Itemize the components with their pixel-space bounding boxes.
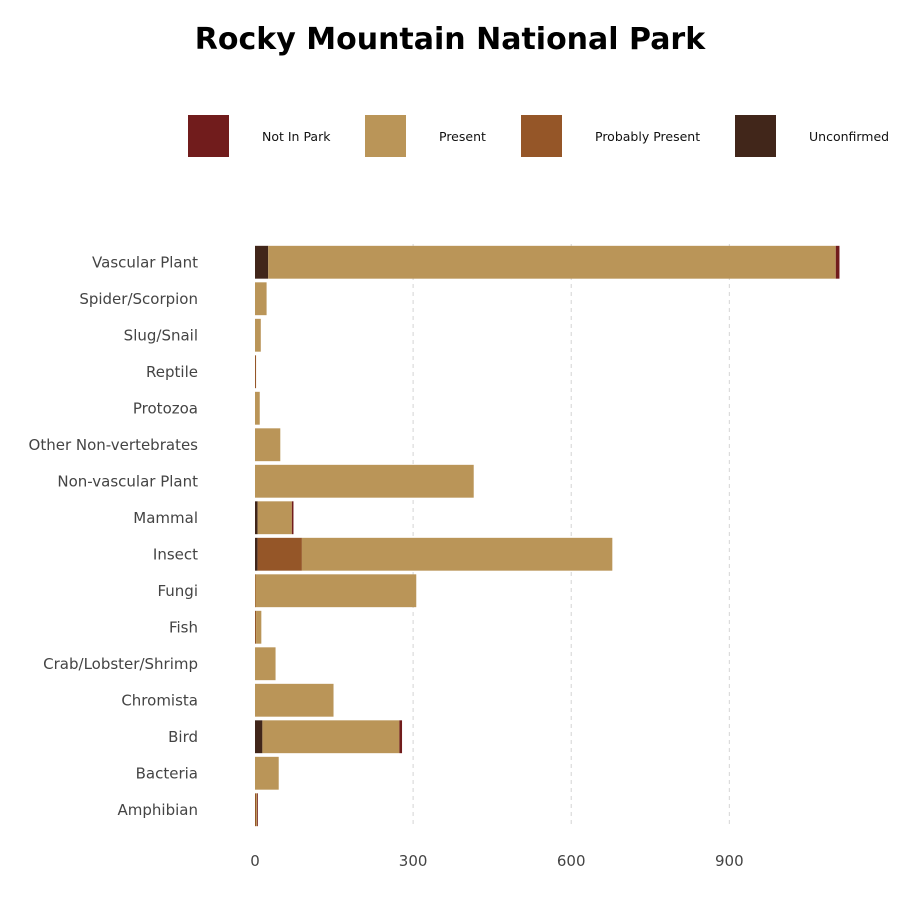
bar-bird-present [262, 720, 400, 754]
bar-bacteria-present [255, 756, 279, 790]
legend-label-unconfirmed: Unconfirmed [809, 129, 889, 144]
bar-insect-probably-present [257, 537, 302, 571]
category-label-protozoa: Protozoa [133, 399, 198, 417]
bar-insect-present [301, 537, 613, 571]
category-label-non-vascular-plant: Non-vascular Plant [57, 472, 198, 490]
legend-swatch-unconfirmed [735, 115, 776, 157]
category-label-fungi: Fungi [157, 582, 198, 600]
bar-spider-scorpion-present [255, 282, 267, 316]
x-tick-label-900: 900 [715, 852, 744, 870]
category-label-reptile: Reptile [146, 363, 198, 381]
bar-bird-not-in-park [399, 720, 403, 754]
category-label-chromista: Chromista [121, 691, 198, 709]
legend-label-not-in-park: Not In Park [262, 129, 331, 144]
bar-crab-lobster-shrimp-present [255, 647, 276, 681]
category-label-other-non-vertebrates: Other Non-vertebrates [29, 436, 199, 454]
bar-amphibian-present [256, 793, 258, 827]
bar-amphibian-not-in-park [257, 793, 258, 827]
category-label-crab-lobster-shrimp: Crab/Lobster/Shrimp [43, 655, 198, 673]
bar-vascular-plant-unconfirmed [255, 245, 269, 279]
x-tick-label-300: 300 [399, 852, 428, 870]
bar-vascular-plant-not-in-park [835, 245, 840, 279]
bar-fish-present [256, 610, 262, 644]
category-label-bacteria: Bacteria [136, 764, 198, 782]
category-label-fish: Fish [169, 618, 198, 636]
chart-title: Rocky Mountain National Park [194, 22, 706, 57]
legend-swatch-probably-present [521, 115, 562, 157]
category-label-spider-scorpion: Spider/Scorpion [79, 290, 198, 308]
bar-mammal-unconfirmed [255, 501, 258, 535]
bar-insect-unconfirmed [255, 537, 258, 571]
bar-fish-probably-present [255, 610, 257, 644]
legend-swatch-not-in-park [188, 115, 229, 157]
bar-mammal-not-in-park [291, 501, 294, 535]
x-tick-label-600: 600 [557, 852, 586, 870]
category-label-amphibian: Amphibian [118, 801, 198, 819]
category-label-insect: Insect [153, 545, 198, 563]
x-tick-label-0: 0 [250, 852, 260, 870]
bar-amphibian-probably-present [255, 793, 257, 827]
category-label-bird: Bird [168, 728, 198, 746]
bar-bird-unconfirmed [255, 720, 263, 754]
bar-protozoa-present [255, 391, 260, 425]
category-label-slug-snail: Slug/Snail [124, 326, 198, 344]
bar-reptile-probably-present [255, 355, 257, 389]
bar-chromista-present [255, 683, 334, 717]
bar-mammal-present [257, 501, 292, 535]
legend-swatch-present [365, 115, 406, 157]
legend-label-probably-present: Probably Present [595, 129, 700, 144]
bar-fungi-present [255, 574, 417, 608]
category-label-vascular-plant: Vascular Plant [92, 253, 198, 271]
bar-other-non-vertebrates-present [255, 428, 281, 462]
category-label-mammal: Mammal [133, 509, 198, 527]
bar-fungi-probably-present [255, 574, 256, 608]
bar-vascular-plant-present [268, 245, 836, 279]
bar-slug-snail-present [255, 318, 261, 352]
legend-label-present: Present [439, 129, 486, 144]
bar-non-vascular-plant-present [255, 464, 474, 498]
